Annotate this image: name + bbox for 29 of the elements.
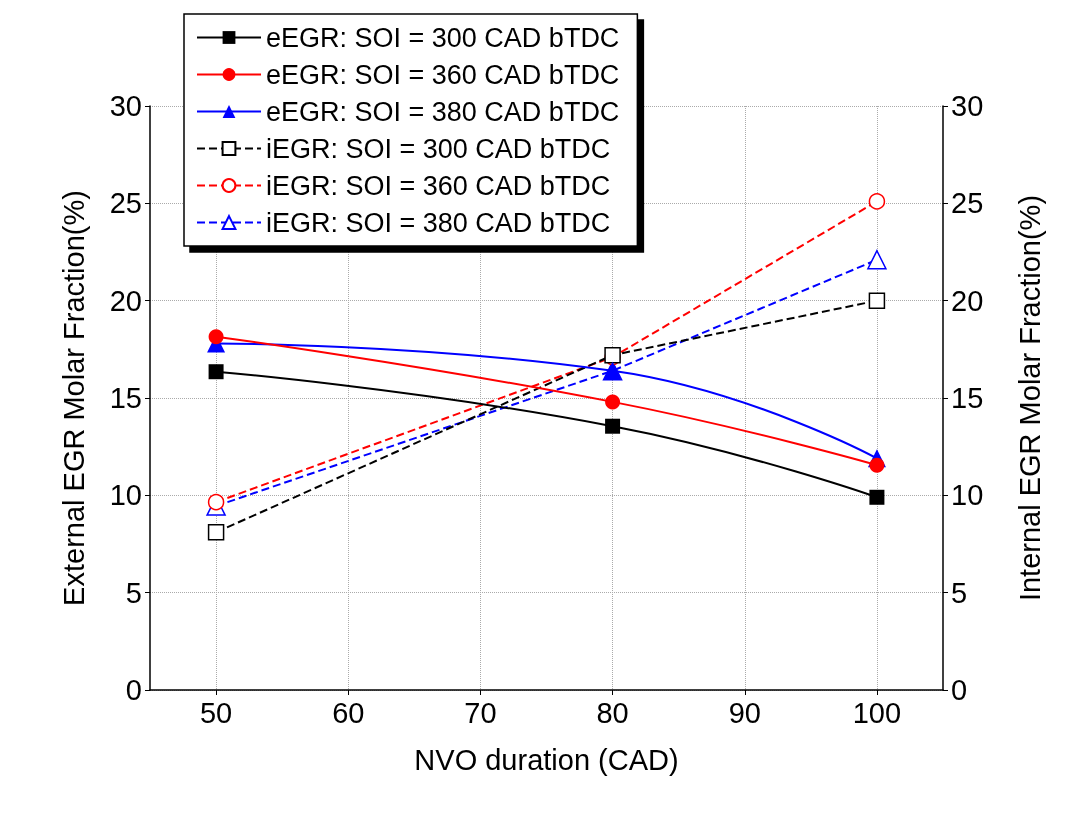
y-tick-label: 10 xyxy=(109,479,142,512)
legend-label: eEGR: SOI = 380 CAD bTDC xyxy=(266,96,620,127)
y2-axis-title: Internal EGR Molar Fraction(%) xyxy=(1013,194,1046,602)
legend-label: eEGR: SOI = 360 CAD bTDC xyxy=(266,59,620,90)
x-tick-label: 70 xyxy=(464,696,497,729)
y2-tick-label: 25 xyxy=(951,187,984,220)
x-axis-title: NVO duration (CAD) xyxy=(414,743,679,776)
x-tick-label: 90 xyxy=(728,696,761,729)
y-tick-label: 30 xyxy=(109,90,142,122)
y2-tick-label: 30 xyxy=(951,90,984,122)
y-axis-title: External EGR Molar Fraction(%) xyxy=(57,190,90,606)
y-tick-label: 25 xyxy=(109,187,142,220)
legend-label: iEGR: SOI = 380 CAD bTDC xyxy=(266,207,611,238)
y-tick-label: 20 xyxy=(109,284,142,317)
y2-tick-label: 5 xyxy=(951,576,968,609)
x-tick-label: 60 xyxy=(332,696,365,729)
x-tick-label: 100 xyxy=(852,696,902,729)
legend-label: iEGR: SOI = 360 CAD bTDC xyxy=(266,170,611,201)
y2-tick-label: 0 xyxy=(951,674,968,706)
legend-label: iEGR: SOI = 300 CAD bTDC xyxy=(266,133,611,164)
x-tick-label: 80 xyxy=(596,696,629,729)
legend-label: eEGR: SOI = 300 CAD bTDC xyxy=(266,22,620,53)
y2-tick-label: 10 xyxy=(951,479,984,512)
y2-tick-label: 15 xyxy=(951,382,984,414)
x-tick-label: 50 xyxy=(199,696,233,729)
y-tick-label: 5 xyxy=(125,576,142,609)
y-tick-label: 0 xyxy=(125,674,142,706)
y2-tick-label: 20 xyxy=(951,284,984,317)
y-tick-label: 15 xyxy=(109,382,142,414)
